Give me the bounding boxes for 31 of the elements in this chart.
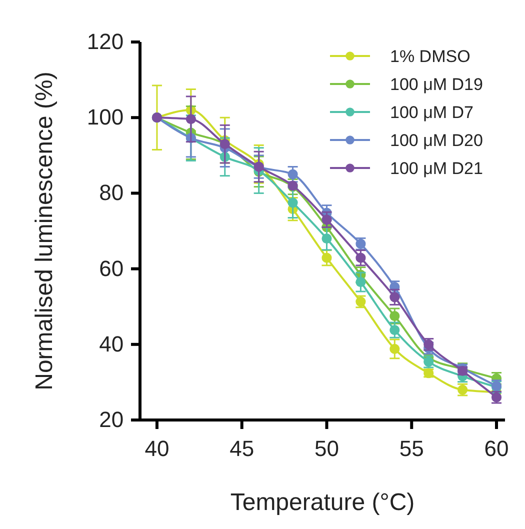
legend-label: 100 μM D21: [390, 158, 483, 178]
point: [322, 214, 332, 225]
y-tick-label: 20: [99, 407, 124, 432]
point: [390, 325, 400, 336]
point: [288, 198, 298, 208]
legend-label: 100 μM D19: [390, 74, 483, 94]
y-tick-label: 60: [99, 256, 124, 281]
point: [322, 252, 332, 263]
y-tick-label: 120: [86, 29, 124, 54]
y-axis-title: Normalised luminescence (%): [31, 72, 58, 390]
x-tick-label: 45: [230, 436, 254, 462]
point: [356, 238, 366, 249]
y-tick-label: 80: [99, 180, 124, 206]
point: [390, 344, 400, 354]
x-tick-label: 60: [484, 436, 509, 462]
legend-label: 100 μM D7: [390, 102, 474, 122]
y-tick-label: 100: [86, 104, 124, 130]
point: [356, 276, 366, 288]
point: [186, 114, 196, 124]
x-tick-label: 55: [399, 436, 424, 462]
point: [288, 169, 298, 180]
point: [356, 252, 366, 263]
x-tick-label: 50: [314, 436, 339, 462]
point: [390, 292, 400, 302]
x-axis-title: Temperature (°C): [230, 489, 415, 516]
legend-label: 1% DMSO: [390, 46, 470, 66]
point: [322, 234, 332, 244]
y-tick-label: 40: [99, 331, 124, 356]
x-tick-label: 40: [144, 436, 170, 462]
point: [390, 311, 400, 322]
legend-label: 100 μM D20: [390, 130, 483, 150]
